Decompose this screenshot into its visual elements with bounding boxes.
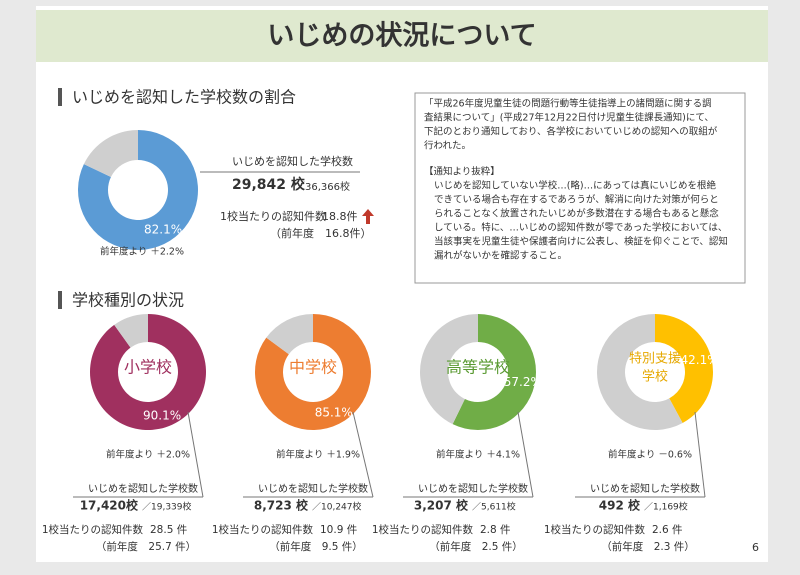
recognized-label: いじめを認知した学校数 bbox=[258, 482, 368, 495]
notice-text: 漏れがないかを確認すること。 bbox=[434, 250, 567, 262]
change-label: 前年度より ＋1.9% bbox=[276, 449, 360, 461]
per-school-value: 10.9 件 bbox=[320, 524, 357, 536]
value-label: 90.1% bbox=[143, 408, 181, 422]
school-total: ／36,366校 bbox=[295, 180, 350, 193]
pie-wedge bbox=[114, 314, 148, 348]
center-label: 特別支援 bbox=[629, 352, 681, 367]
center-label: 高等学校 bbox=[446, 358, 510, 377]
up-arrow bbox=[362, 209, 374, 224]
center-label: 小学校 bbox=[124, 358, 172, 377]
value-label: 85.1% bbox=[315, 406, 353, 420]
leader-line bbox=[187, 411, 204, 498]
notice-box bbox=[414, 92, 746, 284]
notice-text: 行われた。 bbox=[424, 140, 471, 152]
school-count: 492 校 bbox=[599, 498, 641, 513]
pie-wedge bbox=[452, 314, 536, 431]
change-label: 前年度より ＋4.1% bbox=[436, 449, 520, 461]
school-count: 17,420校 bbox=[80, 498, 139, 513]
notice-text: している。特に、…いじめの認知件数が零であった学校においては、 bbox=[434, 222, 727, 234]
value-label: 82.1% bbox=[144, 222, 182, 236]
pie-wedge bbox=[597, 314, 683, 430]
pie-wedge bbox=[266, 314, 313, 355]
slide-background bbox=[36, 6, 768, 562]
notice-text: られることなく放置されたいじめが多数潜在する場合もあると懸念 bbox=[434, 208, 719, 220]
section-heading: 学校種別の状況 bbox=[72, 291, 184, 310]
per-school-label: 1校当たりの認知件数 bbox=[42, 523, 144, 536]
per-school-label: 1校当たりの認知件数 bbox=[544, 523, 646, 536]
school-count: 29,842 校 bbox=[232, 176, 306, 193]
school-total: ／10,247校 bbox=[312, 501, 362, 513]
value-label: 42.1% bbox=[681, 353, 719, 367]
recognized-label: いじめを認知した学校数 bbox=[590, 482, 700, 495]
per-school-label: 1校当たりの認知件数 bbox=[212, 523, 314, 536]
pie-wedge bbox=[255, 314, 371, 430]
notice-text: 「平成26年度児童生徒の問題行動等生徒指導上の諸問題に関する調 bbox=[424, 98, 712, 110]
value-label: 57.2% bbox=[504, 375, 542, 389]
change-label: 前年度より －0.6% bbox=[608, 449, 692, 461]
center-label: 全学校 bbox=[114, 176, 162, 195]
center-label: 中学校 bbox=[289, 358, 337, 377]
per-school-value: 18.8件 bbox=[322, 210, 358, 223]
pie-wedge bbox=[655, 314, 713, 424]
notice-heading: 【通知より抜粋】 bbox=[424, 166, 500, 178]
page-number: 6 bbox=[752, 541, 759, 554]
previous-year: （前年度 25.7 件） bbox=[96, 540, 196, 553]
pie-wedge bbox=[83, 130, 138, 178]
per-school-label: 1校当たりの認知件数 bbox=[372, 523, 474, 536]
notice-text: できている場合も存在するであろうが、解消に向けた対策が何らと bbox=[434, 194, 719, 206]
recognized-label: いじめを認知した学校数 bbox=[88, 482, 198, 495]
previous-year: （前年度 16.8件） bbox=[270, 226, 372, 240]
recognized-label: いじめを認知した学校数 bbox=[418, 482, 528, 495]
previous-year: （前年度 2.3 件） bbox=[601, 540, 695, 553]
notice-text: 査結果について」(平成27年12月22日付け児童生徒課長通知)にて、 bbox=[424, 112, 714, 124]
school-count: 8,723 校 bbox=[254, 498, 309, 513]
center-label: 学校 bbox=[642, 369, 668, 385]
section-marker bbox=[58, 88, 62, 106]
change-label: 前年度より ＋2.2% bbox=[100, 246, 184, 258]
school-total: ／1,169校 bbox=[644, 501, 688, 513]
per-school-label: 1校当たりの認知件数 bbox=[220, 209, 326, 223]
title-band bbox=[36, 10, 768, 62]
pie-wedge bbox=[90, 314, 206, 430]
per-school-value: 2.6 件 bbox=[652, 524, 683, 536]
school-total: ／5,611校 bbox=[472, 501, 516, 513]
change-label: 前年度より ＋2.0% bbox=[106, 449, 190, 461]
previous-year: （前年度 9.5 件） bbox=[269, 540, 363, 553]
slide-title: いじめの状況について bbox=[267, 21, 536, 52]
notice-text: 下記のとおり通知しており、各学校においていじめの認知への取組が bbox=[424, 126, 718, 138]
leader-line bbox=[694, 411, 706, 498]
notice-text: いじめを認知していない学校…(略)…にあっては真にいじめを根絶 bbox=[434, 180, 716, 192]
per-school-value: 2.8 件 bbox=[480, 524, 511, 536]
leader-line bbox=[517, 411, 534, 498]
notice-text: 当該事実を児童生徒や保護者向けに公表し、検証を仰ぐことで、認知 bbox=[434, 236, 728, 248]
school-total: ／19,339校 bbox=[142, 501, 192, 513]
pie-wedge bbox=[78, 130, 198, 250]
per-school-value: 28.5 件 bbox=[150, 524, 187, 536]
section-heading: いじめを認知した学校数の割合 bbox=[72, 88, 296, 107]
leader-line bbox=[352, 411, 374, 498]
recognized-label: いじめを認知した学校数 bbox=[232, 154, 353, 168]
school-count: 3,207 校 bbox=[414, 498, 469, 513]
previous-year: （前年度 2.5 件） bbox=[429, 540, 523, 553]
section-marker bbox=[58, 291, 62, 309]
pie-wedge bbox=[420, 314, 478, 425]
